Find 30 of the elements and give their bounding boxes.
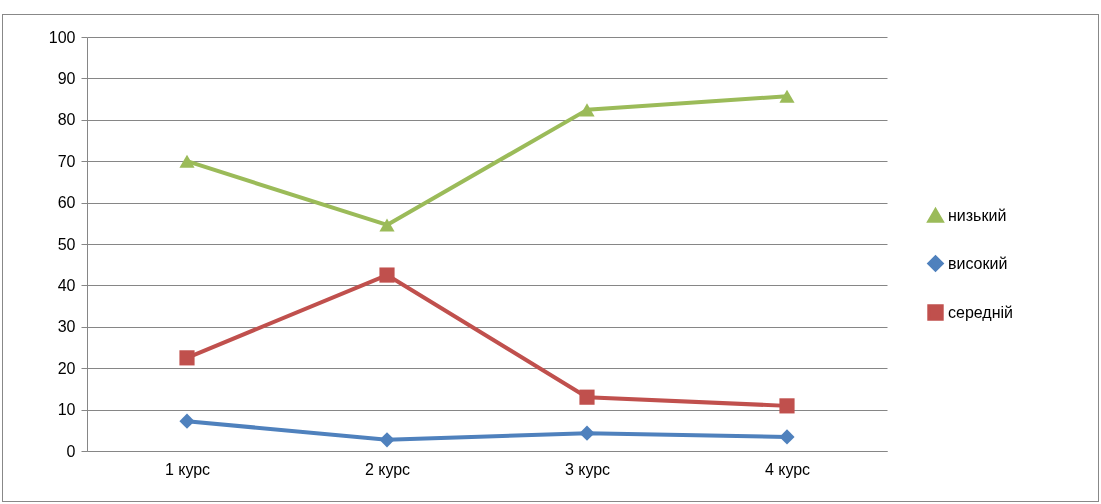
y-tick-label: 50: [57, 235, 76, 253]
point: [379, 432, 395, 448]
x-tick-label: 3 курс: [564, 460, 611, 478]
point: [779, 429, 795, 445]
legend-label: високий: [948, 254, 1008, 272]
x-tick-label: 1 курс: [164, 460, 211, 478]
point: [579, 103, 595, 117]
y-tick-label: 20: [57, 359, 76, 377]
x-tick-label: 4 курс: [764, 460, 811, 478]
point: [179, 350, 195, 366]
y-tick-label: 80: [57, 111, 76, 129]
y-tick-label: 30: [57, 318, 76, 336]
y-tick-label: 100: [48, 28, 76, 46]
point: [579, 389, 595, 405]
y-tick-label: 60: [57, 194, 76, 212]
point: [179, 413, 195, 429]
point: [179, 154, 195, 168]
y-tick-label: 90: [57, 69, 76, 87]
x-tick-label: 2 курс: [364, 460, 411, 478]
y-tick-label: 40: [57, 276, 76, 294]
legend-label: середній: [948, 303, 1014, 321]
y-tick-label: 10: [57, 401, 76, 419]
y-tick-label: 0: [66, 442, 76, 460]
point: [779, 398, 795, 414]
point: [379, 218, 395, 232]
point: [779, 89, 795, 103]
legend-label: низький: [948, 206, 1007, 224]
point: [579, 425, 595, 441]
point: [379, 267, 395, 283]
y-tick-label: 70: [57, 152, 76, 170]
